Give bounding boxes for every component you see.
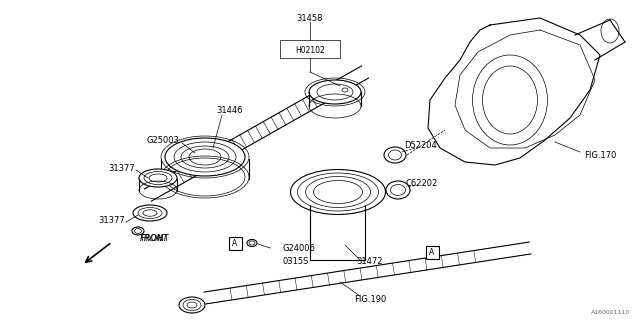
- Ellipse shape: [384, 147, 406, 163]
- Ellipse shape: [139, 169, 177, 187]
- Ellipse shape: [342, 88, 348, 92]
- Ellipse shape: [183, 300, 201, 310]
- Ellipse shape: [390, 185, 406, 196]
- Text: D52204: D52204: [404, 140, 436, 149]
- Ellipse shape: [317, 84, 353, 100]
- Ellipse shape: [144, 172, 172, 185]
- Ellipse shape: [143, 210, 157, 216]
- Text: A160001110: A160001110: [591, 310, 630, 315]
- Text: FIG.190: FIG.190: [354, 295, 386, 305]
- Ellipse shape: [181, 146, 229, 168]
- Ellipse shape: [388, 150, 401, 160]
- Text: A: A: [429, 247, 435, 257]
- Text: 31472: 31472: [356, 258, 383, 267]
- Text: G25003: G25003: [147, 135, 179, 145]
- Ellipse shape: [174, 142, 236, 172]
- Text: C62202: C62202: [406, 179, 438, 188]
- Ellipse shape: [165, 138, 245, 176]
- Ellipse shape: [247, 239, 257, 246]
- Ellipse shape: [189, 149, 221, 165]
- Bar: [229, 237, 242, 250]
- Ellipse shape: [305, 177, 371, 207]
- Text: FRONT: FRONT: [140, 234, 169, 243]
- Text: FIG.170: FIG.170: [584, 150, 616, 159]
- Text: 31377: 31377: [109, 164, 136, 172]
- Ellipse shape: [298, 173, 378, 211]
- Ellipse shape: [291, 170, 385, 214]
- Text: FRONT: FRONT: [140, 234, 169, 243]
- Ellipse shape: [138, 207, 162, 219]
- Ellipse shape: [149, 174, 167, 182]
- Ellipse shape: [133, 205, 167, 221]
- Text: 31446: 31446: [217, 106, 243, 115]
- Bar: [280, 40, 340, 58]
- Text: 31458: 31458: [297, 13, 323, 22]
- Ellipse shape: [187, 302, 197, 308]
- Ellipse shape: [386, 181, 410, 199]
- Ellipse shape: [134, 228, 141, 234]
- Text: 31377: 31377: [99, 215, 125, 225]
- Ellipse shape: [314, 180, 362, 204]
- Text: 0315S: 0315S: [282, 258, 308, 267]
- Ellipse shape: [179, 297, 205, 313]
- Text: A: A: [232, 238, 237, 247]
- Text: H02102: H02102: [295, 45, 325, 54]
- Bar: [426, 246, 439, 259]
- Ellipse shape: [132, 227, 144, 235]
- Ellipse shape: [249, 241, 255, 245]
- Ellipse shape: [309, 80, 361, 104]
- Text: G24006: G24006: [282, 244, 315, 252]
